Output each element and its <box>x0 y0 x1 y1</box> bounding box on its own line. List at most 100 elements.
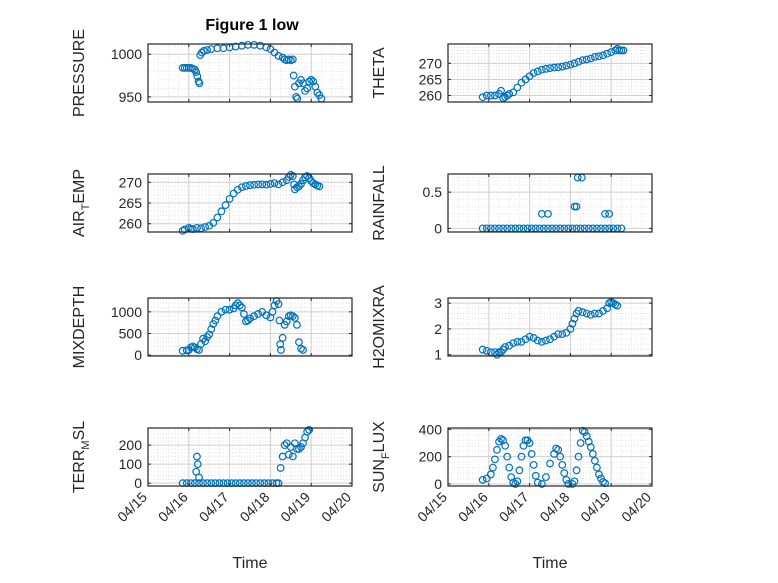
data-point <box>299 346 307 354</box>
data-point <box>525 439 534 447</box>
x-tick-label: 04/20 <box>318 489 354 525</box>
data-point <box>292 92 301 101</box>
axes-frame <box>447 43 653 103</box>
data-point <box>309 77 318 86</box>
data-point <box>570 314 579 323</box>
data-point <box>493 445 501 454</box>
y-tick-label: 1 <box>434 347 442 363</box>
axes-frame <box>147 297 353 357</box>
y-tick-label: 0.5 <box>423 184 443 200</box>
data-point <box>527 450 536 458</box>
data-point <box>599 306 607 315</box>
data-point <box>478 93 487 102</box>
data-point <box>203 46 212 54</box>
data-point <box>513 477 522 486</box>
y-tick-label: 3 <box>434 295 442 311</box>
data-point <box>613 301 622 310</box>
data-point <box>235 301 244 310</box>
data-point <box>576 439 585 447</box>
data-point <box>570 59 579 68</box>
data-point <box>537 65 546 74</box>
x-tick-label: 04/16 <box>155 489 191 525</box>
data-point <box>599 51 607 60</box>
data-point <box>546 459 554 468</box>
data-point <box>533 67 542 76</box>
y-axis-label-subscript: M <box>80 440 92 449</box>
subplot-sun: 0 200 400 04/15 04/16 04/17 04/18 04/19 04/20 Tim… <box>371 421 654 572</box>
data-point <box>503 452 512 461</box>
data-point <box>295 445 303 453</box>
data-point <box>488 463 497 472</box>
data-point <box>197 339 205 348</box>
data-point <box>193 72 202 81</box>
data-point <box>554 330 563 338</box>
data-point <box>586 310 595 319</box>
data-point <box>282 317 291 326</box>
subplot-terr: 0 100 200 04/15 04/16 04/17 04/18 04/19 04/20 Tim… <box>71 421 354 572</box>
data-point <box>497 86 505 95</box>
data-point <box>305 77 314 86</box>
data-point <box>605 209 614 218</box>
data-point <box>578 56 587 65</box>
data-point <box>542 64 550 73</box>
data-point <box>262 311 271 320</box>
data-point <box>580 428 589 436</box>
data-point <box>546 335 554 344</box>
y-axis-label-main: H2OMIXRA <box>371 285 388 369</box>
data-point <box>590 309 599 318</box>
data-point <box>254 180 263 189</box>
x-tick-label: 04/15 <box>114 489 150 525</box>
data-point <box>195 79 204 88</box>
data-point <box>509 88 518 97</box>
data-point <box>570 477 579 486</box>
data-point <box>486 91 495 100</box>
data-point <box>262 180 271 189</box>
data-point <box>288 452 297 461</box>
data-point <box>517 452 526 461</box>
y-tick-label: 1000 <box>111 304 142 320</box>
data-point <box>209 218 218 227</box>
data-point <box>221 305 230 314</box>
data-point <box>201 337 210 346</box>
x-tick-label: 04/18 <box>236 489 272 525</box>
y-axis-label: TERRMSL <box>71 421 92 493</box>
data-point <box>582 55 591 64</box>
axes-frame <box>147 427 353 487</box>
axes-frame <box>447 297 653 357</box>
data-point <box>578 308 587 317</box>
data-point <box>562 475 571 484</box>
data-point <box>276 340 285 349</box>
data-point <box>544 209 552 218</box>
data-point <box>554 63 563 72</box>
data-point <box>288 55 297 64</box>
data-point <box>521 335 530 344</box>
data-point <box>546 64 554 73</box>
data-point <box>590 52 599 61</box>
data-point <box>595 470 603 479</box>
y-tick-label: 270 <box>119 174 143 190</box>
plot-area <box>448 298 652 356</box>
data-point <box>574 452 583 461</box>
data-point <box>213 213 222 222</box>
data-point <box>211 316 220 325</box>
data-point <box>233 299 242 308</box>
axes-frame <box>147 43 353 103</box>
data-point <box>537 480 546 488</box>
data-point <box>607 48 616 56</box>
data-point <box>482 346 491 355</box>
data-point <box>572 202 581 211</box>
data-point <box>225 305 234 314</box>
y-axis-label-main: MIXDEPTH <box>71 286 88 369</box>
data-point <box>550 63 558 72</box>
data-point <box>315 182 324 191</box>
subplot-h2omixra: 1 2 3 H2OMIXRA <box>371 285 653 369</box>
y-axis-label-tail: EMP <box>71 169 88 204</box>
y-axis-label-tail: SL <box>71 421 88 441</box>
data-point <box>558 330 567 338</box>
data-point <box>482 91 491 100</box>
data-point <box>603 304 612 313</box>
data-point <box>284 450 293 459</box>
data-point <box>529 334 538 342</box>
y-tick-label: 265 <box>119 195 143 211</box>
